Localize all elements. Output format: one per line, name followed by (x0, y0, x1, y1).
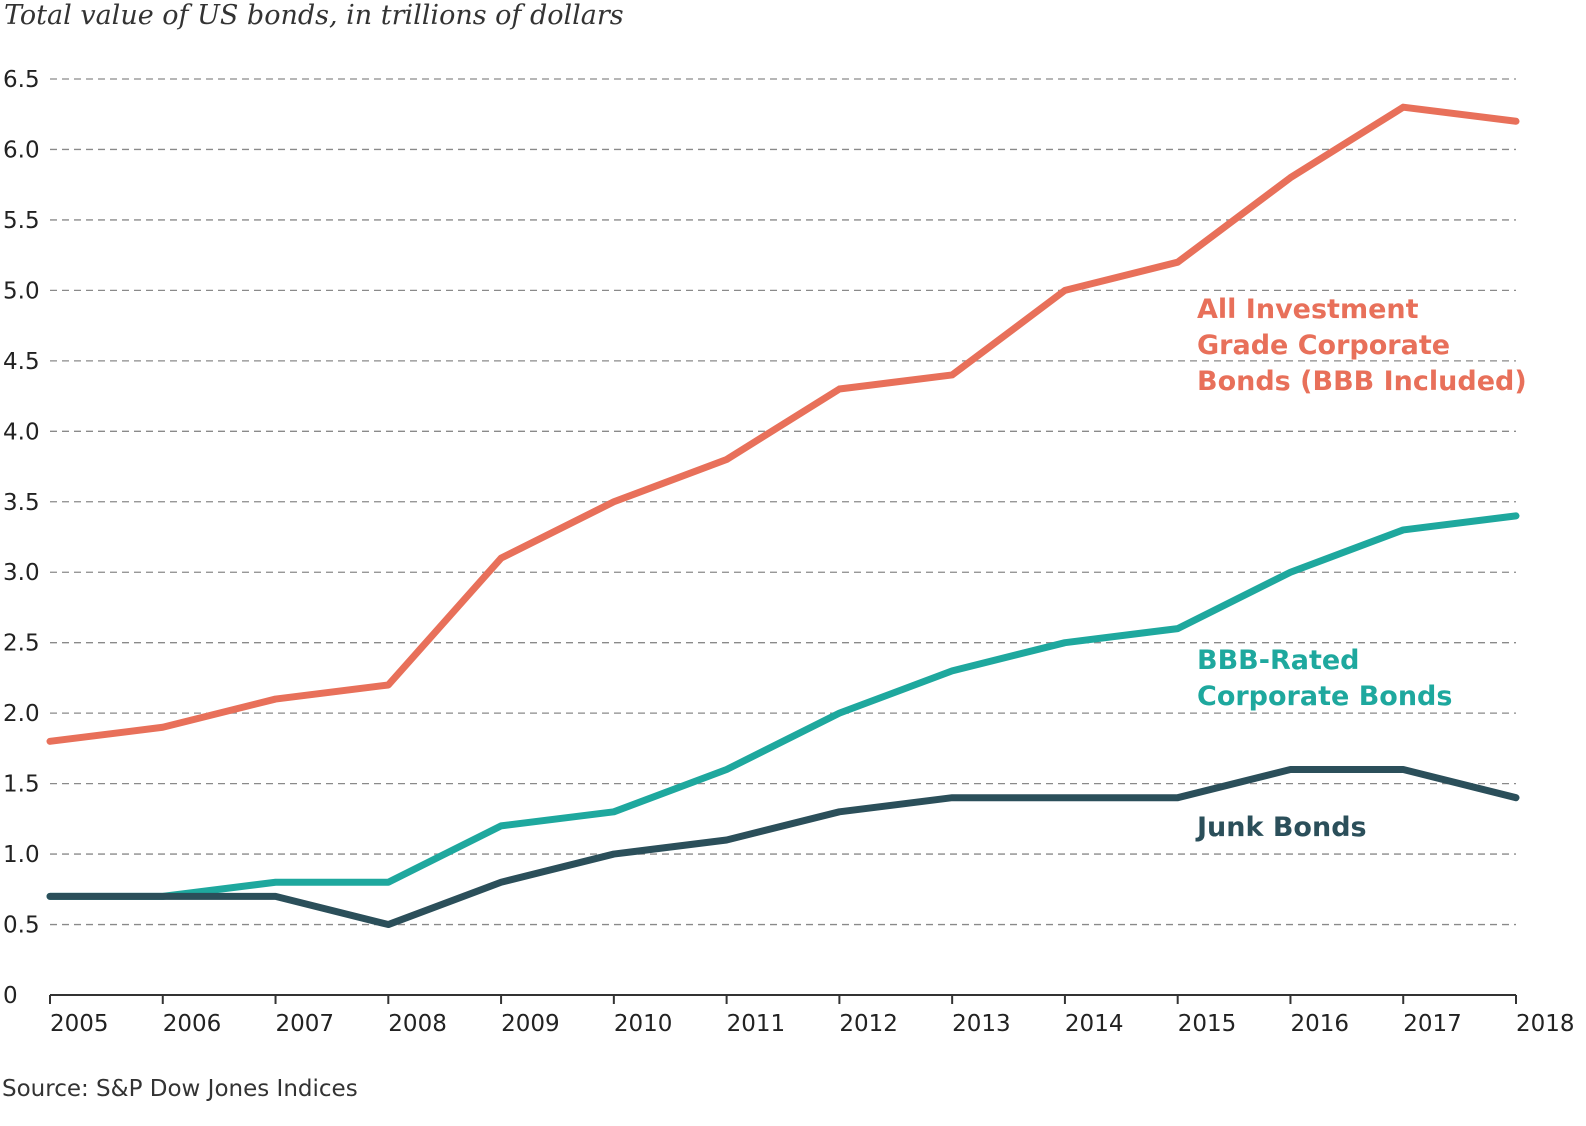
y-tick-label: 5.5 (3, 208, 40, 234)
y-tick-label: 1.5 (3, 772, 40, 798)
series-lines (46, 103, 1520, 929)
x-tick-label: 2018 (1516, 1011, 1575, 1037)
x-tick-label: 2005 (50, 1011, 109, 1037)
series-line-0 (46, 103, 1520, 745)
x-tick-label: 2007 (276, 1011, 335, 1037)
chart-title: Total value of US bonds, in trillions of… (4, 0, 624, 31)
x-tick-label: 2010 (614, 1011, 673, 1037)
x-tick-label: 2008 (388, 1011, 447, 1037)
series-label: All Investment (1197, 294, 1419, 325)
y-tick-label: 4.0 (3, 419, 40, 445)
grid-lines (50, 78, 1516, 926)
y-tick-label: 4.5 (3, 349, 40, 375)
x-tick-label: 2013 (952, 1011, 1011, 1037)
x-axis-labels: 2005 2006 2007 2008 2009 2010 2011 2012 2013 2014… (50, 1011, 1575, 1037)
series-label: Corporate Bonds (1197, 681, 1452, 712)
y-tick-label: 2.0 (3, 701, 40, 727)
x-tick-label: 2012 (839, 1011, 898, 1037)
y-tick-label: 3.0 (3, 560, 40, 586)
x-tick-label: 2017 (1403, 1011, 1462, 1037)
y-tick-label: 1.0 (3, 842, 40, 868)
x-tick-label: 2016 (1290, 1011, 1349, 1037)
x-axis (49, 994, 1517, 1004)
x-tick-label: 2011 (727, 1011, 786, 1037)
x-tick-label: 2009 (501, 1011, 560, 1037)
series-label: BBB-Rated (1197, 645, 1360, 676)
y-tick-label: 2.5 (3, 631, 40, 657)
series-label: Grade Corporate (1197, 330, 1450, 361)
x-tick-label: 2014 (1065, 1011, 1124, 1037)
series-label: Junk Bonds (1195, 812, 1367, 843)
x-tick-label: 2015 (1178, 1011, 1237, 1037)
y-tick-label: 5.0 (3, 278, 40, 304)
series-labels: All Investment Grade Corporate Bonds (BBB … (1195, 294, 1527, 843)
x-tick-label: 2006 (163, 1011, 222, 1037)
y-tick-label: 0 (3, 983, 18, 1009)
y-axis-labels: 0 0.5 1.0 1.5 2.0 2.5 3.0 3.5 4.0 4.5 5.0 5.5 6.0 6.5 (3, 67, 40, 1009)
y-tick-label: 0.5 (3, 913, 40, 939)
y-tick-label: 6.5 (3, 67, 40, 93)
series-line-1 (46, 512, 1520, 900)
series-label: Bonds (BBB Included) (1197, 366, 1527, 397)
series-line-2 (46, 766, 1520, 929)
y-tick-label: 6.0 (3, 137, 40, 163)
y-tick-label: 3.5 (3, 490, 40, 516)
chart-source: Source: S&P Dow Jones Indices (2, 1076, 358, 1102)
